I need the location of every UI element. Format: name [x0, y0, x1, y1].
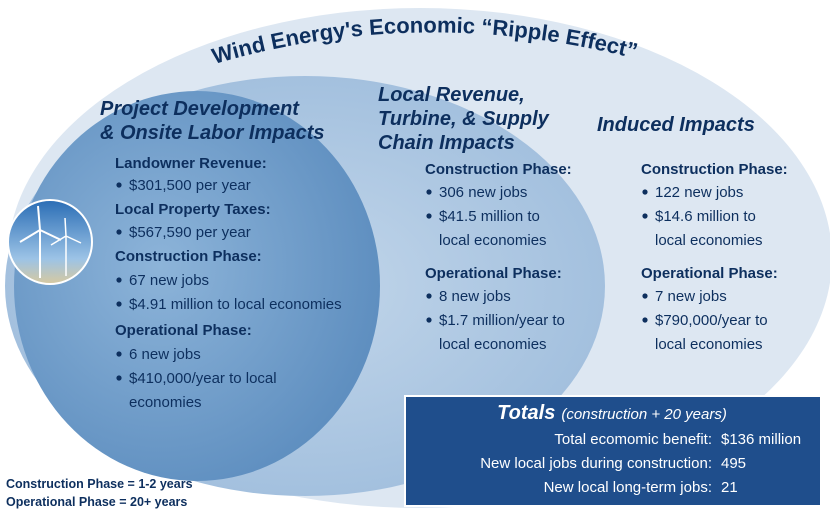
bullet: [116, 229, 121, 234]
item-text: $567,590 per year: [129, 224, 251, 241]
item-text: $14.6 million to: [655, 208, 756, 225]
bullet: [642, 293, 647, 298]
item-text: 67 new jobs: [129, 272, 209, 289]
item-text: local economies: [439, 232, 547, 249]
item-text: local economies: [655, 232, 763, 249]
section-heading: Turbine, & Supply: [378, 108, 550, 130]
item-text: 6 new jobs: [129, 346, 201, 363]
group-label: Construction Phase:: [641, 161, 788, 178]
item-text: $1.7 million/year to: [439, 312, 565, 329]
footnote: Operational Phase = 20+ years: [6, 495, 187, 509]
totals-heading: Totals (construction + 20 years): [497, 402, 727, 424]
bullet: [116, 375, 121, 380]
bullet: [642, 189, 647, 194]
item-text: $410,000/year to local: [129, 370, 277, 387]
diagram: Wind Energy's Economic “Ripple Effect” T…: [0, 0, 830, 514]
bullet: [116, 301, 121, 306]
page: Wind Energy's Economic “Ripple Effect” T…: [0, 0, 830, 519]
item-text: $301,500 per year: [129, 177, 251, 194]
section-heading: Project Development: [100, 98, 300, 120]
total-value: 21: [721, 479, 738, 496]
group-label: Operational Phase:: [425, 265, 562, 282]
bullet: [116, 182, 121, 187]
item-text: $41.5 million to: [439, 208, 540, 225]
item-text: 7 new jobs: [655, 288, 727, 305]
bullet: [426, 213, 431, 218]
total-label: New local long-term jobs:: [544, 479, 712, 496]
bullet: [116, 277, 121, 282]
wind-icon: [8, 200, 92, 284]
bullet: [642, 213, 647, 218]
section-heading: Local Revenue,: [378, 84, 525, 106]
bullet: [642, 317, 647, 322]
group-label: Local Property Taxes:: [115, 201, 271, 218]
section-heading: Chain Impacts: [378, 132, 515, 154]
group-label: Operational Phase:: [641, 265, 778, 282]
bullet: [116, 351, 121, 356]
item-text: economies: [129, 394, 202, 411]
item-text: local economies: [439, 336, 547, 353]
item-text: 122 new jobs: [655, 184, 743, 201]
bullet: [426, 293, 431, 298]
total-label: New local jobs during construction:: [480, 455, 712, 472]
bullet: [426, 189, 431, 194]
section-heading: Induced Impacts: [597, 114, 755, 136]
total-value: 495: [721, 455, 746, 472]
total-label: Total ecomomic benefit:: [554, 431, 712, 448]
total-value: $136 million: [721, 431, 801, 448]
totals-title: Totals: [497, 402, 555, 424]
group-label: Construction Phase:: [425, 161, 572, 178]
footnote: Construction Phase = 1-2 years: [6, 477, 193, 491]
item-text: 8 new jobs: [439, 288, 511, 305]
section-heading: & Onsite Labor Impacts: [100, 122, 325, 144]
item-text: $4.91 million to local economies: [129, 296, 342, 313]
item-text: 306 new jobs: [439, 184, 527, 201]
item-text: local economies: [655, 336, 763, 353]
totals-subtitle: (construction + 20 years): [561, 406, 727, 423]
group-label: Operational Phase:: [115, 322, 252, 339]
bullet: [426, 317, 431, 322]
item-text: $790,000/year to: [655, 312, 768, 329]
group-label: Construction Phase:: [115, 248, 262, 265]
group-label: Landowner Revenue:: [115, 155, 267, 172]
